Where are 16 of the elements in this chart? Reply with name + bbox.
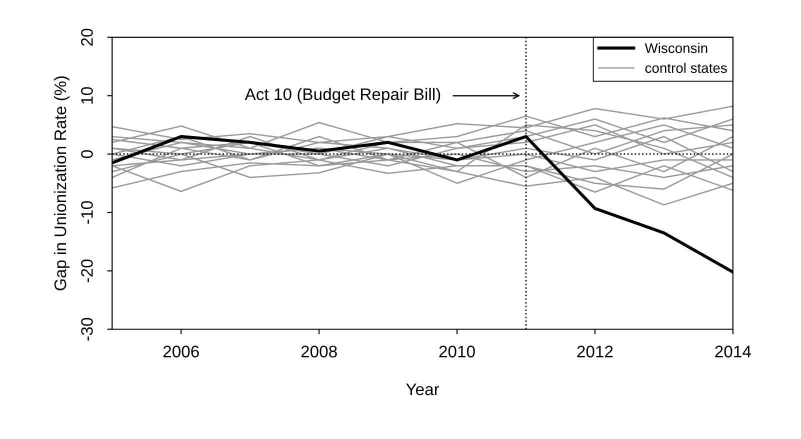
x-tick-label: 2008: [301, 346, 337, 358]
y-tick-label: 10: [81, 87, 93, 104]
annotation: Act 10 (Budget Repair Bill): [244, 88, 440, 104]
legend-label: Wisconsin: [644, 42, 708, 54]
y-tick-label: 20: [81, 28, 93, 46]
y-tick-label: -30: [81, 318, 93, 341]
x-tick-label: 2014: [715, 346, 751, 358]
x-tick-label: 2012: [577, 346, 613, 358]
x-tick-label: 2006: [163, 346, 199, 358]
x-tick-label: 2010: [439, 346, 475, 358]
y-tick-label: -20: [81, 259, 93, 282]
y-tick-label: -10: [81, 201, 93, 224]
y-tick-label: 0: [81, 150, 93, 158]
legend-label: control states: [645, 62, 727, 73]
x-axis-title: Year: [406, 384, 440, 396]
y-axis-title: Gap in Unionization Rate (%): [54, 76, 70, 290]
